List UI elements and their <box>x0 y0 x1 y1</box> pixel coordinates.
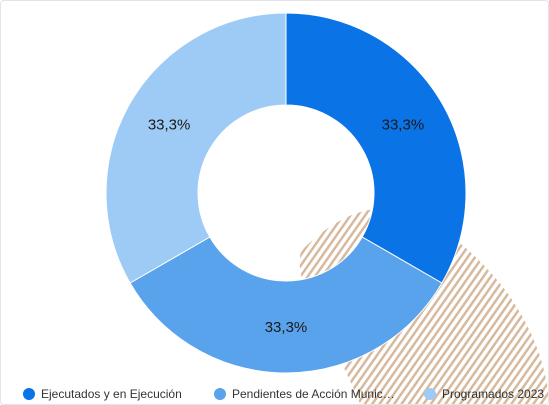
slice-programados[interactable] <box>105 12 287 284</box>
data-label: 33,3% <box>148 116 191 133</box>
data-label: 33,3% <box>265 319 308 336</box>
legend-item-programados[interactable]: Programados 2023 <box>424 387 544 401</box>
data-label: 33,3% <box>382 116 425 133</box>
legend-swatch <box>23 388 35 400</box>
legend-label: Pendientes de Acción Munic… <box>232 387 395 401</box>
legend-swatch <box>424 388 436 400</box>
slice-pendientes[interactable] <box>129 236 443 374</box>
legend-label: Ejecutados y en Ejecución <box>41 387 182 401</box>
slice-ejecutados[interactable] <box>285 12 467 284</box>
donut-chart: 33,3% 33,3% 33,3% <box>105 12 467 374</box>
chart-legend: Ejecutados y en Ejecución Pendientes de … <box>1 384 548 404</box>
legend-item-ejecutados[interactable]: Ejecutados y en Ejecución <box>23 387 182 401</box>
legend-label: Programados 2023 <box>442 387 545 401</box>
legend-swatch <box>214 388 226 400</box>
legend-item-pendientes[interactable]: Pendientes de Acción Munic… <box>214 387 395 401</box>
